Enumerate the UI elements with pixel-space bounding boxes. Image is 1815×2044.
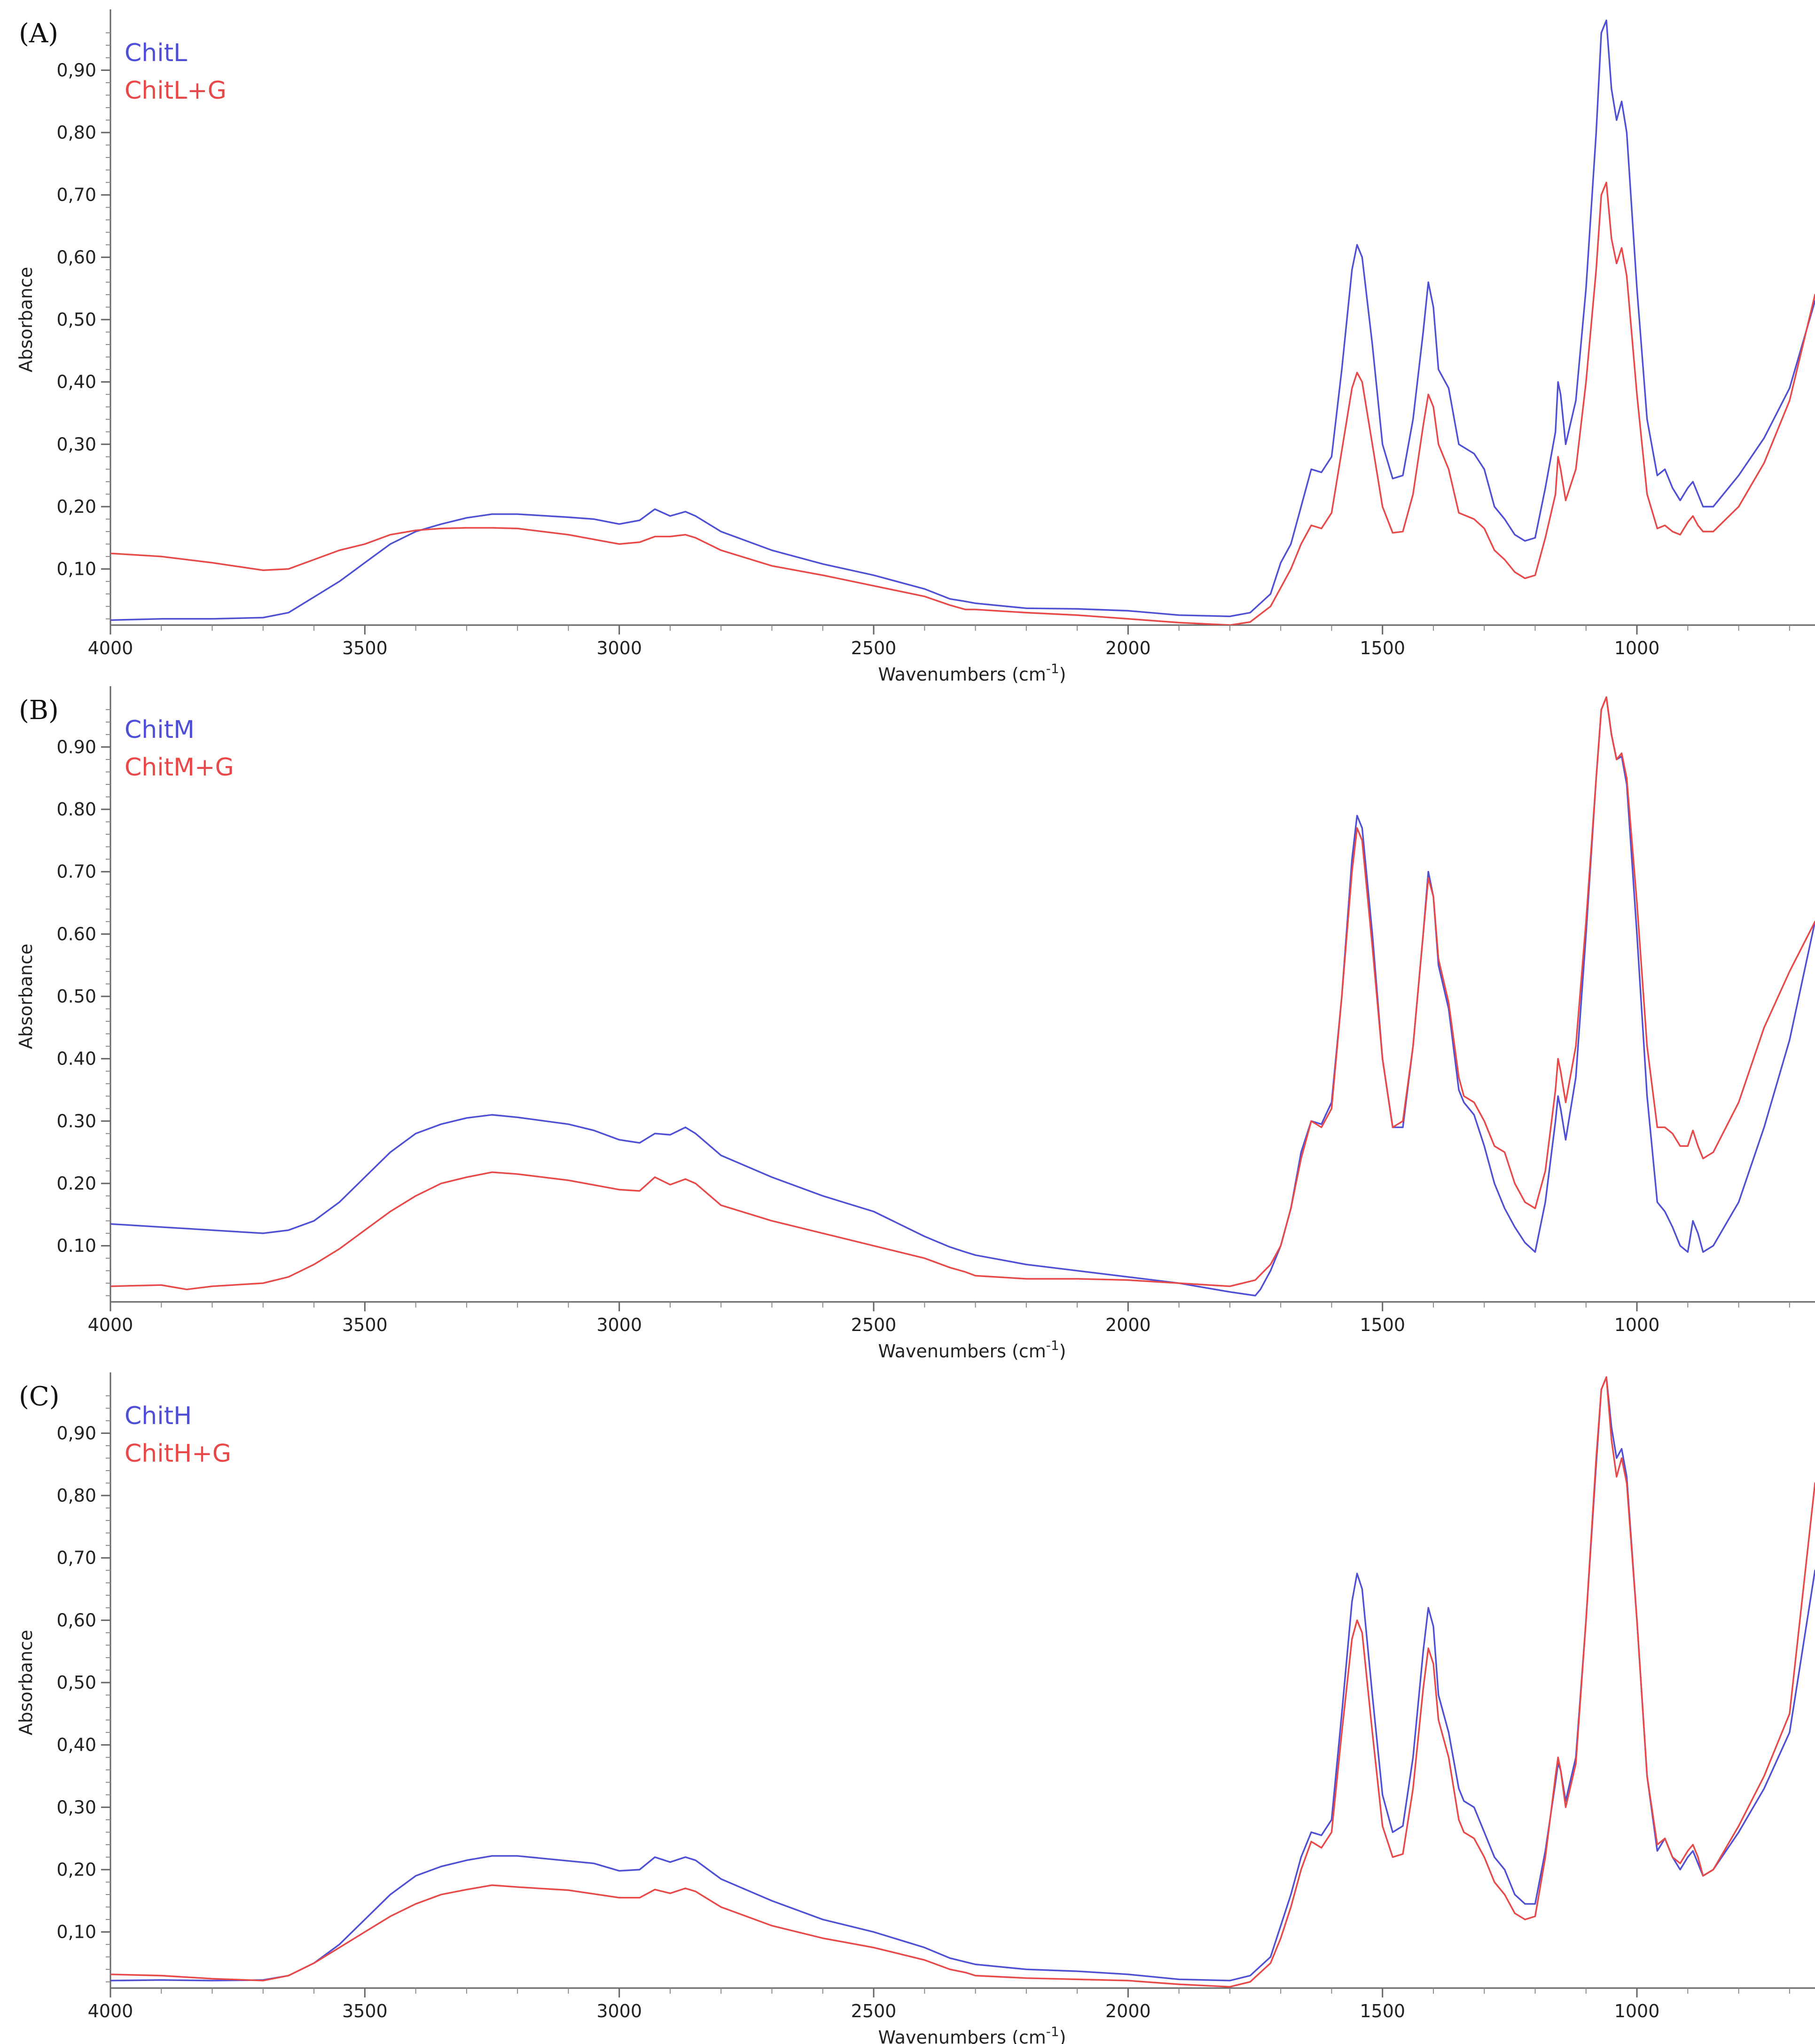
x-axis-title-main: Wavenumbers (cm [878, 1341, 1046, 1362]
x-axis-title-end: ) [1059, 2027, 1066, 2044]
x-axis-title-end: ) [1059, 1341, 1066, 1362]
x-axis-title-end: ) [1059, 664, 1066, 685]
chart-panel-a: (A) 4000 3500 3000 2500 2000 1500 1000 0,10 0,20 0… [16, 9, 1815, 685]
y-tick-label: 0.90 [56, 736, 96, 757]
x-tick-label: 2000 [1105, 2001, 1151, 2021]
x-tick-label: 3500 [342, 2001, 388, 2021]
y-tick-label: 0,50 [56, 1672, 96, 1693]
y-tick-label: 0,80 [56, 1485, 96, 1506]
x-tick-label: 2000 [1105, 638, 1151, 658]
legend-entry: ChitH+G [125, 1440, 231, 1468]
x-tick-label: 1000 [1614, 638, 1660, 658]
x-axis-title-sup: -1 [1046, 1338, 1059, 1353]
series-line-chitl-g [110, 181, 1815, 625]
y-tick-label: 0.20 [56, 1173, 96, 1194]
panel-label: (C) [19, 1381, 60, 1412]
y-tick-label: 0,20 [56, 496, 96, 517]
x-axis-title: Wavenumbers (cm-1) [878, 2024, 1066, 2044]
y-tick-label: 0,10 [56, 1922, 96, 1942]
y-tick-label: 0,70 [56, 185, 96, 205]
x-tick-label: 2000 [1105, 1315, 1151, 1335]
x-tick-label: 1000 [1614, 2001, 1660, 2021]
y-axis-title: Absorbance [16, 944, 36, 1049]
x-tick-label: 1000 [1614, 1315, 1660, 1335]
y-tick-label: 0,60 [56, 1610, 96, 1630]
series-line-chith [110, 1376, 1815, 1981]
x-axis-title-main: Wavenumbers (cm [878, 2027, 1046, 2044]
legend-entry: ChitM+G [125, 753, 234, 782]
x-axis-title: Wavenumbers (cm-1) [878, 1338, 1066, 1362]
x-tick-label: 4000 [88, 638, 133, 658]
x-tick-label: 2500 [851, 1315, 897, 1335]
x-axis-title-sup: -1 [1046, 661, 1059, 676]
legend-entry: ChitM [125, 716, 195, 744]
x-tick-label: 1500 [1360, 1315, 1405, 1335]
y-tick-label: 0,30 [56, 1797, 96, 1817]
y-axis-title: Absorbance [16, 1630, 36, 1736]
x-tick-label: 4000 [88, 1315, 133, 1335]
legend-entry: ChitL [125, 39, 187, 67]
y-axis-title: Absorbance [16, 267, 36, 373]
series-line-chith-g [110, 1376, 1815, 1988]
x-tick-label: 2500 [851, 2001, 897, 2021]
x-axis-title-main: Wavenumbers (cm [878, 664, 1046, 685]
y-tick-label: 0.50 [56, 986, 96, 1007]
y-tick-label: 0,90 [56, 60, 96, 80]
y-tick-label: 0.70 [56, 861, 96, 882]
y-tick-label: 0,50 [56, 309, 96, 330]
y-tick-label: 0.60 [56, 924, 96, 944]
y-tick-label: 0,10 [56, 559, 96, 580]
y-tick-label: 0,60 [56, 247, 96, 267]
chart-panel-c: (C) 4000 3500 3000 2500 2000 1500 1000 0,10 0,20 0… [16, 1372, 1815, 2044]
panel-label: (A) [19, 18, 58, 49]
y-tick-label: 0,70 [56, 1548, 96, 1568]
x-tick-label: 3500 [342, 1315, 388, 1335]
x-axis-title-sup: -1 [1046, 2024, 1059, 2039]
x-tick-label: 1500 [1360, 2001, 1405, 2021]
x-tick-label: 3500 [342, 638, 388, 658]
y-tick-label: 0.80 [56, 799, 96, 820]
legend-entry: ChitL+G [125, 77, 227, 105]
legend-entry: ChitH [125, 1402, 192, 1430]
y-tick-label: 0,80 [56, 122, 96, 143]
x-tick-label: 2500 [851, 638, 897, 658]
x-tick-label: 3000 [596, 2001, 642, 2021]
x-tick-label: 3000 [596, 638, 642, 658]
x-tick-label: 1500 [1360, 638, 1405, 658]
series-line-chitl [110, 19, 1815, 621]
x-axis-title: Wavenumbers (cm-1) [878, 661, 1066, 685]
y-tick-label: 0,30 [56, 434, 96, 454]
y-tick-label: 0.40 [56, 1049, 96, 1069]
series-line-chitm-g [110, 696, 1815, 1291]
y-tick-label: 0.30 [56, 1111, 96, 1131]
panel-label: (B) [19, 695, 59, 726]
chart-panel-b: (B) 4000 3500 3000 2500 2000 1500 1000 0.10 0.20 0… [16, 686, 1815, 1362]
y-tick-label: 0.10 [56, 1236, 96, 1256]
y-tick-label: 0,90 [56, 1423, 96, 1443]
y-tick-label: 0,40 [56, 372, 96, 392]
y-tick-label: 0,20 [56, 1859, 96, 1880]
x-tick-label: 3000 [596, 1315, 642, 1335]
y-tick-label: 0,40 [56, 1735, 96, 1755]
x-tick-label: 4000 [88, 2001, 133, 2021]
